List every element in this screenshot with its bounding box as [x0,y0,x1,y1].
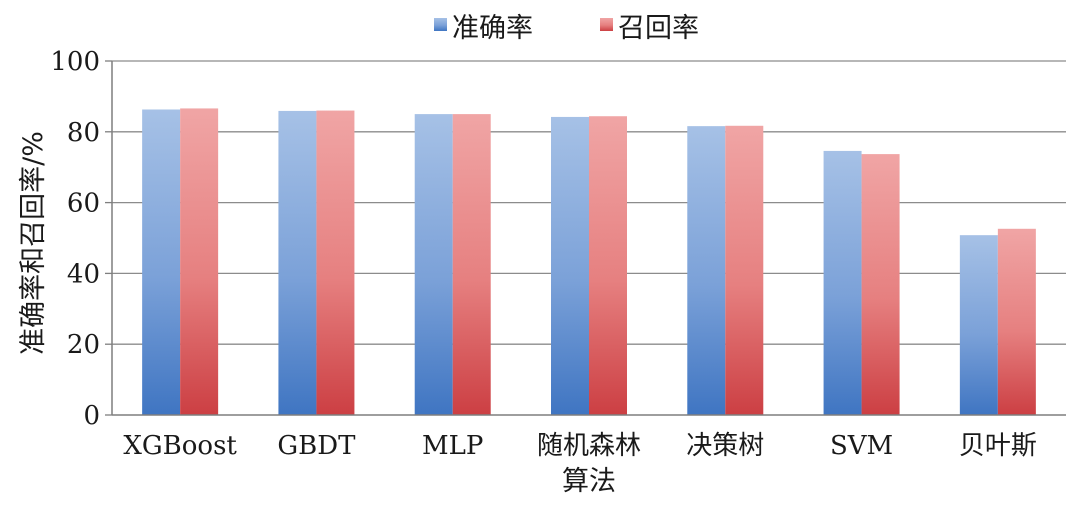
bar-recall [452,114,491,415]
x-axis-title: 算法 [562,466,616,497]
bar-accuracy [687,126,726,416]
y-axis-title: 准确率和召回率/% [18,131,49,355]
x-category-label: 贝叶斯 [959,431,1037,461]
bar-recall [997,228,1036,415]
x-category-label: 随机森林 [537,431,641,461]
legend-label-accuracy: 准确率 [452,13,533,44]
x-category-label: SVM [830,431,893,461]
bar-accuracy [278,110,317,415]
bar-recall [725,125,764,416]
bar-recall [861,154,900,416]
y-tick-label: 80 [67,118,100,148]
bar-accuracy [959,235,998,415]
y-tick-label: 40 [67,259,100,289]
y-tick-label: 100 [50,47,100,77]
bar-recall [316,110,355,415]
bar-recall [180,108,219,415]
x-category-label: MLP [422,431,483,461]
y-tick-labels: 0 20 40 60 80 100 [50,47,100,431]
x-category-label: GBDT [277,431,356,461]
x-category-labels: XGBoost GBDT MLP 随机森林 决策树 SVM 贝叶斯 [123,431,1036,461]
legend-item-accuracy: 准确率 [434,13,533,44]
bar-accuracy [142,109,181,416]
y-tick-label: 0 [83,401,100,431]
legend-label-recall: 召回率 [618,13,699,44]
x-category-label: 决策树 [686,431,764,461]
bars [142,108,1036,416]
legend-swatch-recall [600,18,613,31]
x-category-label: XGBoost [123,431,237,461]
bar-accuracy [551,116,589,415]
axes [105,60,1066,416]
bar-accuracy [823,150,862,415]
y-tick-label: 60 [67,189,100,219]
legend-item-recall: 召回率 [600,13,699,44]
legend-swatch-accuracy [434,18,447,31]
bar-accuracy [414,114,453,415]
y-tick-label: 20 [67,330,100,360]
legend: 准确率 召回率 [434,13,699,44]
bar-recall [589,116,627,415]
